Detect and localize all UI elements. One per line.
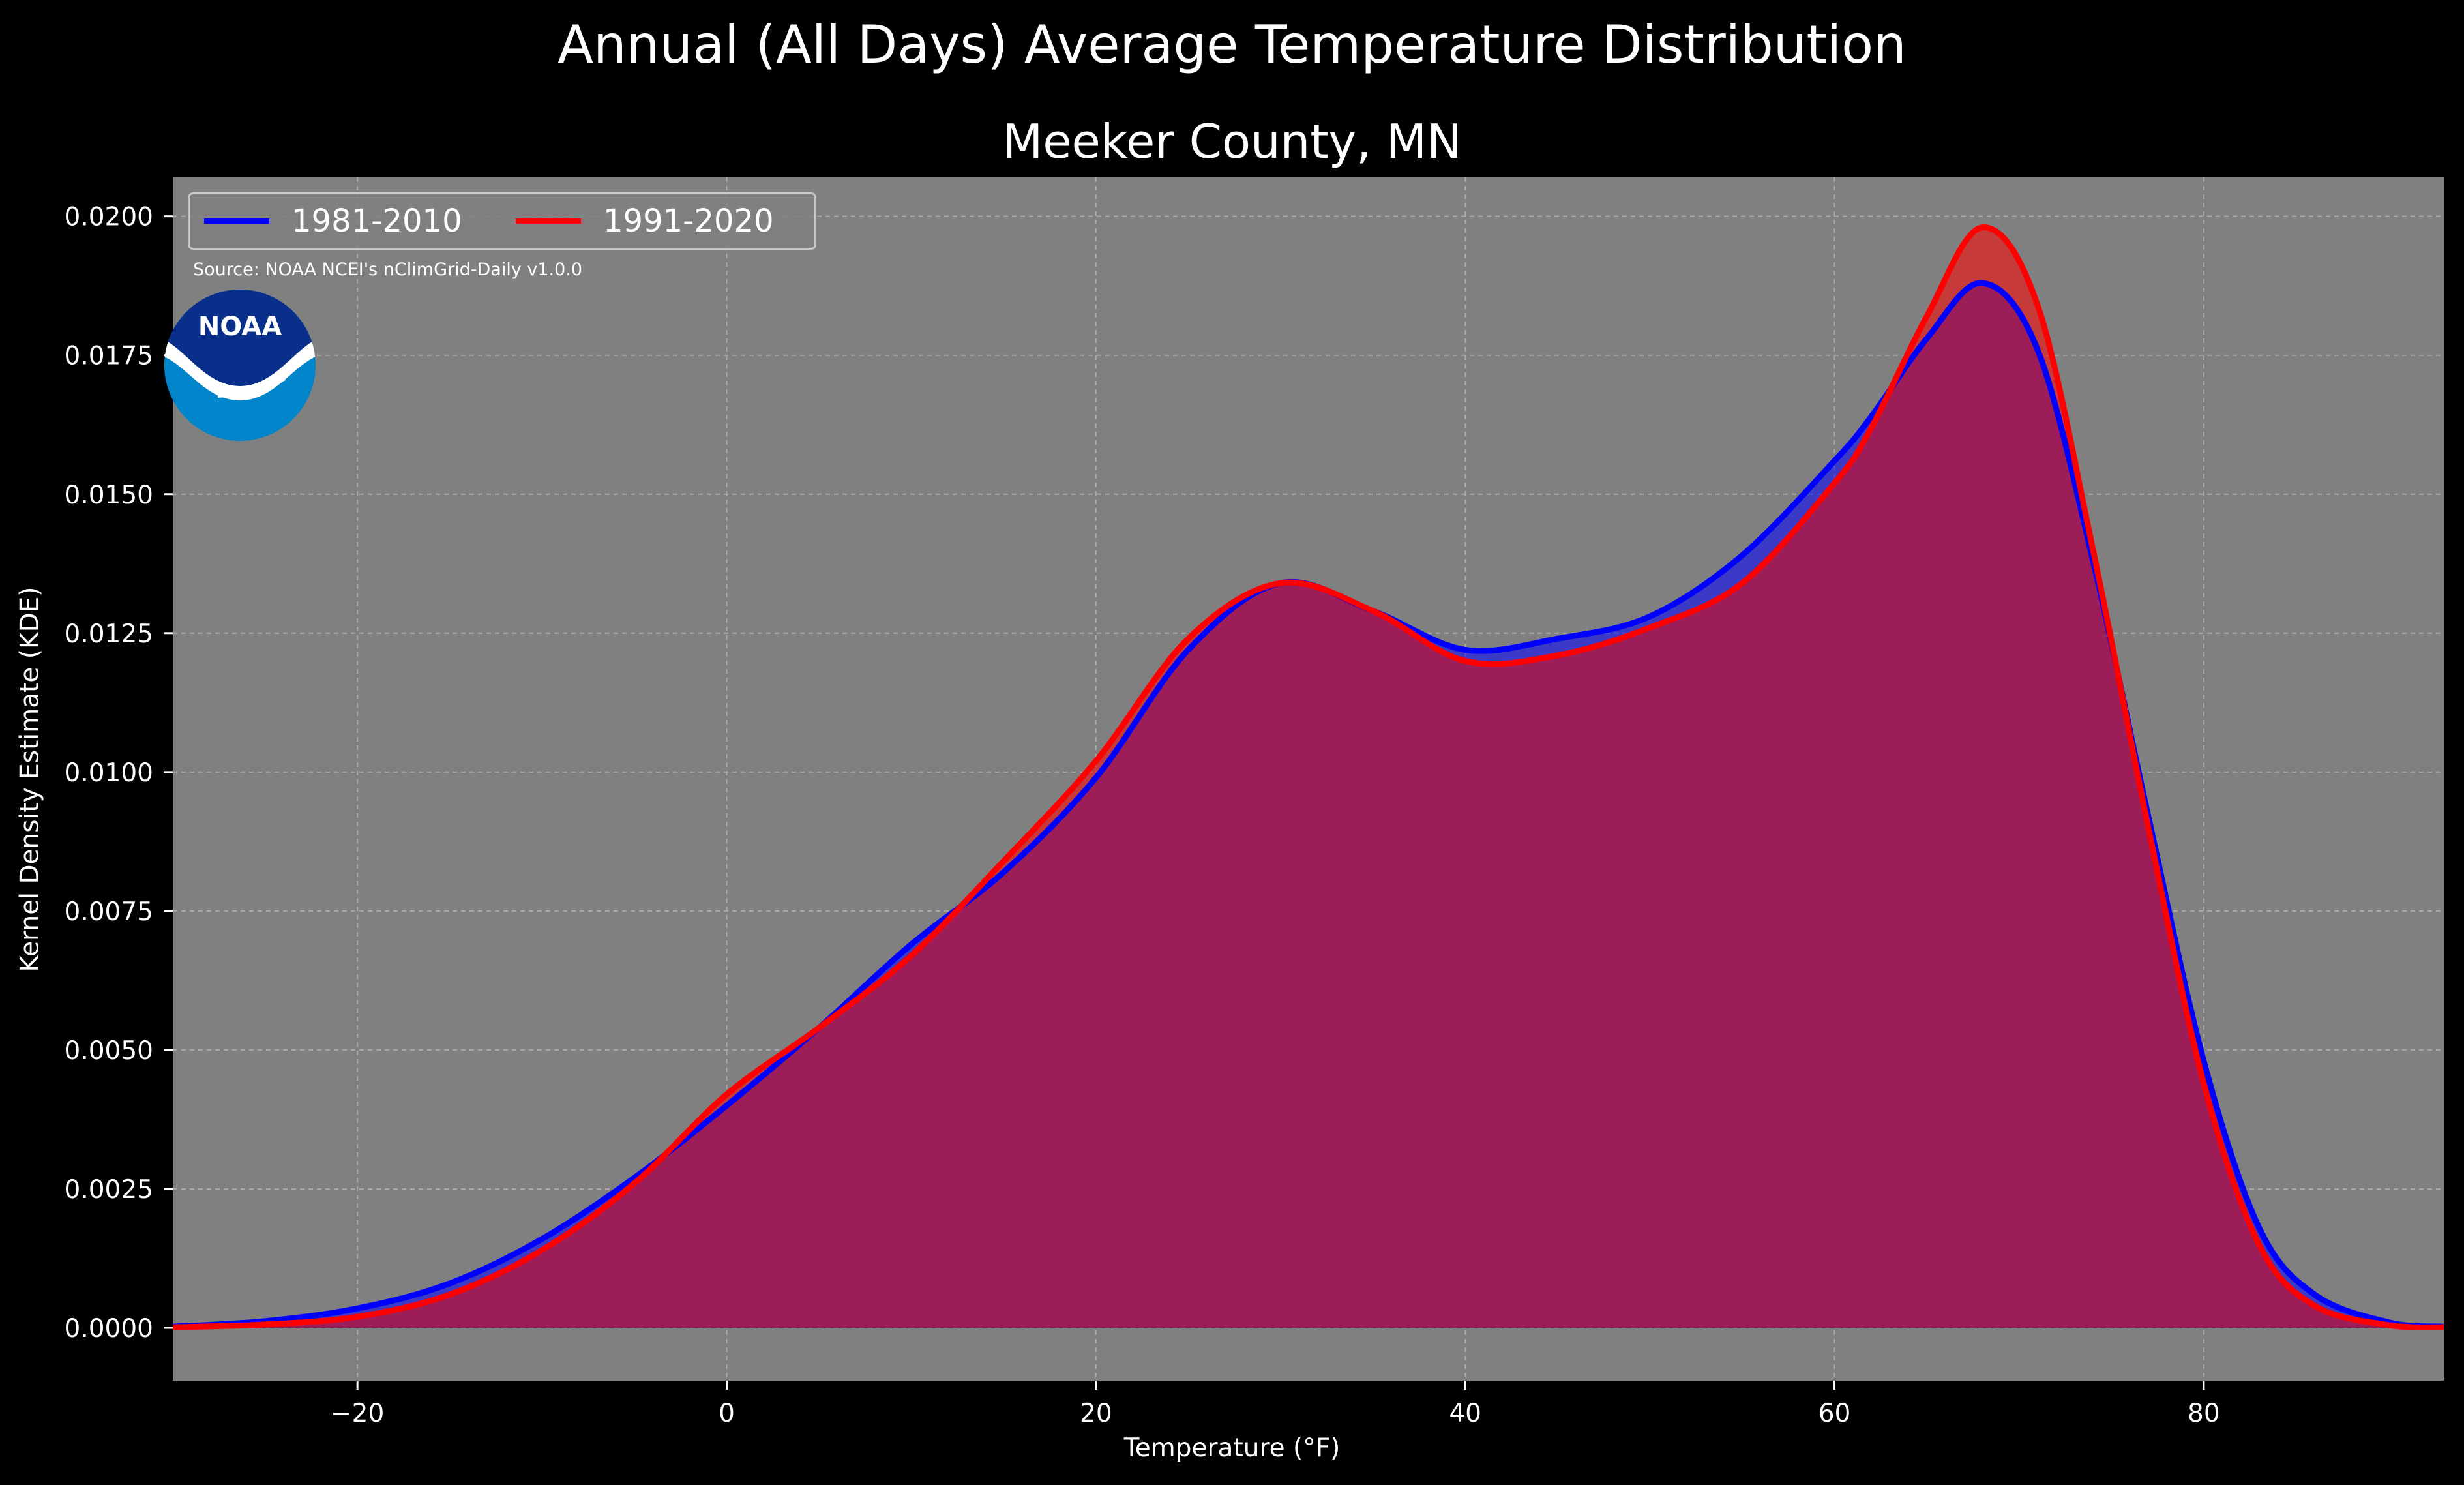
source-note: Source: NOAA NCEI's nClimGrid-Daily v1.0… [193, 260, 583, 280]
noaa-logo-icon: NOAA [164, 290, 316, 441]
legend-swatch-1981-2010 [204, 218, 269, 224]
x-tick-label-5: 80 [2188, 1399, 2220, 1428]
legend: 1981-2010 1991-2020 [188, 192, 816, 250]
y-tick-label-2: 0.0050 [65, 1036, 153, 1066]
x-tick-label-3: 40 [1449, 1399, 1481, 1428]
line-1991-2020 [172, 224, 2444, 1330]
x-tick-label-4: 60 [1818, 1399, 1851, 1428]
logo-text: NOAA [198, 312, 282, 342]
y-tick-label-5: 0.0125 [65, 620, 153, 649]
y-tick-label-0: 0.0000 [65, 1314, 153, 1343]
legend-label-1991-2020: 1991-2020 [603, 203, 774, 239]
y-tick-label-6: 0.0150 [65, 481, 153, 510]
chart-title: Annual (All Days) Average Temperature Di… [557, 14, 1907, 75]
legend-entry-1991-2020: 1991-2020 [516, 194, 774, 248]
x-axis-label: Temperature (°F) [1123, 1433, 1341, 1463]
y-tick-label-4: 0.0100 [65, 758, 153, 788]
y-axis-label: Kernel Density Estimate (KDE) [15, 586, 45, 972]
x-tick-label-2: 20 [1080, 1399, 1112, 1428]
legend-entry-1981-2010: 1981-2010 [204, 194, 462, 248]
y-tick-label-3: 0.0075 [65, 897, 153, 927]
series-layer [172, 224, 2444, 1330]
axes: −20 0 20 40 60 80 0.0000 0.0025 0.0050 0.0075 0.01… [65, 203, 2220, 1428]
y-tick-label-1: 0.0025 [65, 1175, 153, 1205]
y-tick-label-7: 0.0175 [65, 342, 153, 371]
x-tick-label-1: 0 [719, 1399, 735, 1428]
legend-swatch-1991-2020 [516, 218, 581, 224]
x-tick-label-0: −20 [331, 1399, 384, 1428]
chart-subtitle: Meeker County, MN [1002, 114, 1462, 169]
legend-label-1981-2010: 1981-2010 [291, 203, 462, 239]
area-overlap [173, 282, 2444, 1328]
y-tick-label-8: 0.0200 [65, 203, 153, 232]
